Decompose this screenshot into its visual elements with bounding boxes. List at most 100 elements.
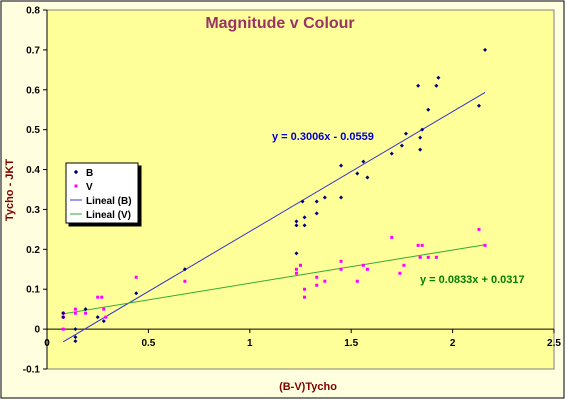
legend-label-fit-B: Lineal (B) [86, 196, 132, 207]
legend-marker-V [74, 184, 78, 188]
point-B [436, 75, 441, 80]
point-V [323, 279, 327, 283]
y-tick-label: 0.2 [26, 245, 40, 256]
legend-marker-B [73, 169, 79, 175]
point-V [303, 295, 307, 299]
y-axis-ticks: -0.1 0 0.1 0.2 0.3 0.4 0.5 0.6 0.7 0.8 [23, 6, 47, 376]
point-B [182, 267, 187, 272]
x-tick-label: 0 [44, 338, 50, 349]
legend: B V Lineal (B) Lineal (V) [65, 162, 139, 224]
point-V [426, 255, 430, 259]
data-points [61, 47, 488, 344]
x-tick-label: 2.5 [547, 338, 561, 349]
y-tick-label: 0 [34, 325, 40, 336]
point-B [339, 163, 344, 168]
point-B [420, 127, 425, 132]
y-tick-label: 0.8 [26, 6, 40, 17]
point-B [61, 315, 66, 320]
y-tick-label: 0.5 [26, 125, 40, 136]
point-V [73, 311, 77, 315]
point-B [73, 335, 78, 340]
point-V [365, 267, 369, 271]
point-B [355, 171, 360, 176]
y-tick-label: -0.1 [23, 365, 41, 376]
point-B [339, 195, 344, 200]
x-tick-label: 2 [450, 338, 456, 349]
point-V [315, 283, 319, 287]
y-tick-label: 0.3 [26, 205, 40, 216]
point-V [61, 327, 65, 331]
point-B [361, 159, 366, 164]
point-V [418, 255, 422, 259]
point-B [294, 219, 299, 224]
point-B [302, 223, 307, 228]
point-B [483, 47, 488, 52]
point-V [294, 271, 298, 275]
point-V [416, 243, 420, 247]
point-B [322, 195, 327, 200]
point-B [314, 199, 319, 204]
point-B [418, 135, 423, 140]
point-V [477, 227, 481, 231]
legend-label-B: B [86, 168, 93, 179]
point-V [100, 295, 104, 299]
x-tick-label: 1.5 [344, 338, 358, 349]
point-V [299, 263, 302, 267]
point-B [134, 291, 139, 296]
point-B [302, 215, 307, 220]
point-B [403, 131, 408, 136]
point-V [434, 255, 438, 259]
chart-title: Magnitude v Colour [205, 15, 354, 32]
point-V [390, 235, 394, 239]
y-tick-label: 0.4 [26, 165, 40, 176]
point-B [101, 319, 106, 324]
y-axis-label: Tycho - JKT [4, 159, 16, 221]
point-B [416, 83, 421, 88]
point-V [96, 295, 100, 299]
point-V [355, 279, 359, 283]
y-tick-label: 0.1 [26, 285, 40, 296]
point-V [134, 275, 138, 279]
point-V [398, 271, 402, 275]
point-B [399, 143, 404, 148]
trendlines [62, 91, 486, 343]
point-B [476, 103, 481, 108]
point-B [418, 147, 423, 152]
legend-label-V: V [86, 182, 93, 193]
legend-label-fit-V: Lineal (V) [86, 210, 131, 221]
x-tick-label: 1 [247, 338, 253, 349]
point-B [434, 83, 439, 88]
point-V [420, 243, 424, 247]
point-B [95, 315, 100, 320]
y-tick-label: 0.7 [26, 45, 40, 56]
point-V [73, 307, 77, 311]
point-B [294, 223, 299, 228]
point-B [73, 327, 78, 332]
point-B [314, 211, 319, 216]
point-V [294, 267, 298, 271]
point-B [61, 311, 66, 316]
point-B [300, 199, 305, 204]
equation-V: y = 0.0833x + 0.0317 [420, 274, 525, 286]
point-V [339, 259, 343, 263]
x-axis-label: (B-V)Tycho [279, 381, 337, 393]
point-V [84, 311, 88, 315]
point-V [303, 287, 307, 291]
axes [46, 10, 554, 369]
point-V [183, 279, 187, 283]
equation-B: y = 0.3006x - 0.0559 [272, 131, 374, 143]
x-tick-label: 0.5 [141, 338, 155, 349]
point-V [104, 315, 108, 319]
trendline-V [63, 244, 486, 315]
point-B [426, 107, 431, 112]
trendline-B [62, 91, 486, 343]
legend-box [65, 162, 139, 224]
point-V [315, 275, 319, 279]
point-B [389, 151, 394, 156]
point-B [365, 175, 370, 180]
point-B [294, 251, 299, 256]
x-axis-ticks: 0 0.5 1 1.5 2 2.5 [44, 329, 561, 349]
point-V [483, 243, 487, 247]
